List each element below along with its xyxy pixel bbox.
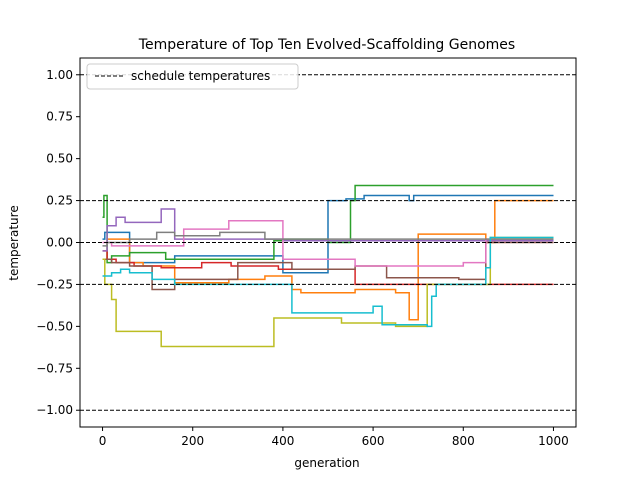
series-line-9 xyxy=(102,236,554,348)
y-tick-label-4: 0.00 xyxy=(46,236,73,250)
x-tick-label-3: 600 xyxy=(362,434,385,448)
series-line-6 xyxy=(102,241,554,291)
legend-label: schedule temperatures xyxy=(131,69,270,83)
legend-box xyxy=(86,63,299,90)
y-tick-label-0: −1.00 xyxy=(36,403,73,417)
x-axis-label: generation xyxy=(294,456,359,470)
series-line-5 xyxy=(102,208,554,252)
y-axis-label: temperature xyxy=(7,205,21,280)
series-line-1 xyxy=(102,194,554,274)
y-tick-label-6: 0.50 xyxy=(46,152,73,166)
y-tick-label-3: −0.25 xyxy=(36,277,73,291)
x-tick-label-1: 200 xyxy=(181,434,204,448)
x-tick-label-2: 400 xyxy=(271,434,294,448)
x-tick-label-0: 0 xyxy=(99,434,107,448)
y-tick-label-8: 1.00 xyxy=(46,68,73,82)
x-tick-label-4: 800 xyxy=(452,434,475,448)
series-line-2 xyxy=(102,199,554,321)
y-tick-label-7: 0.75 xyxy=(46,110,73,124)
series-line-10 xyxy=(102,236,554,328)
y-tick-label-2: −0.50 xyxy=(36,319,73,333)
x-tick-label-5: 1000 xyxy=(538,434,569,448)
chart-title: Temperature of Top Ten Evolved-Scaffoldi… xyxy=(138,37,515,53)
y-tick-label-5: 0.25 xyxy=(46,194,73,208)
y-tick-label-1: −0.75 xyxy=(36,361,73,375)
plot-area: 0 200 400 600 800 1000 −1.00 −0.75 −0.50 −0.25 0.0… xyxy=(36,57,577,448)
series-line-7 xyxy=(102,219,554,267)
